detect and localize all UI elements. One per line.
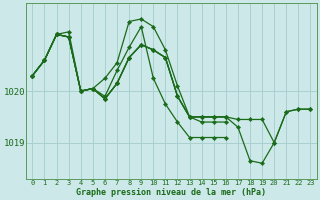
X-axis label: Graphe pression niveau de la mer (hPa): Graphe pression niveau de la mer (hPa) — [76, 188, 267, 197]
